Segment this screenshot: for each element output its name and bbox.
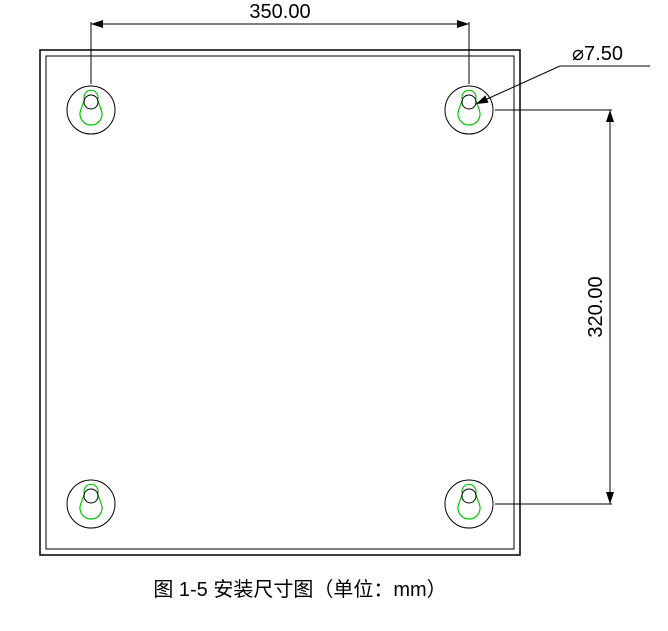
mounting-hole: [445, 480, 493, 528]
dim-dia-label: ⌀7.50: [572, 43, 623, 65]
dim-width-label: 350.00: [249, 1, 310, 23]
mounting-hole: [67, 86, 115, 134]
dia-arrow: [476, 95, 489, 104]
figure-caption: 图 1-5 安装尺寸图（单位：mm）: [153, 578, 446, 601]
plate-outer: [40, 50, 520, 555]
plate-inner: [46, 56, 514, 549]
dia-leader-line: [476, 66, 560, 104]
mounting-hole: [67, 480, 115, 528]
dim-height-label: 320.00: [585, 276, 607, 337]
mounting-hole: [445, 86, 493, 134]
